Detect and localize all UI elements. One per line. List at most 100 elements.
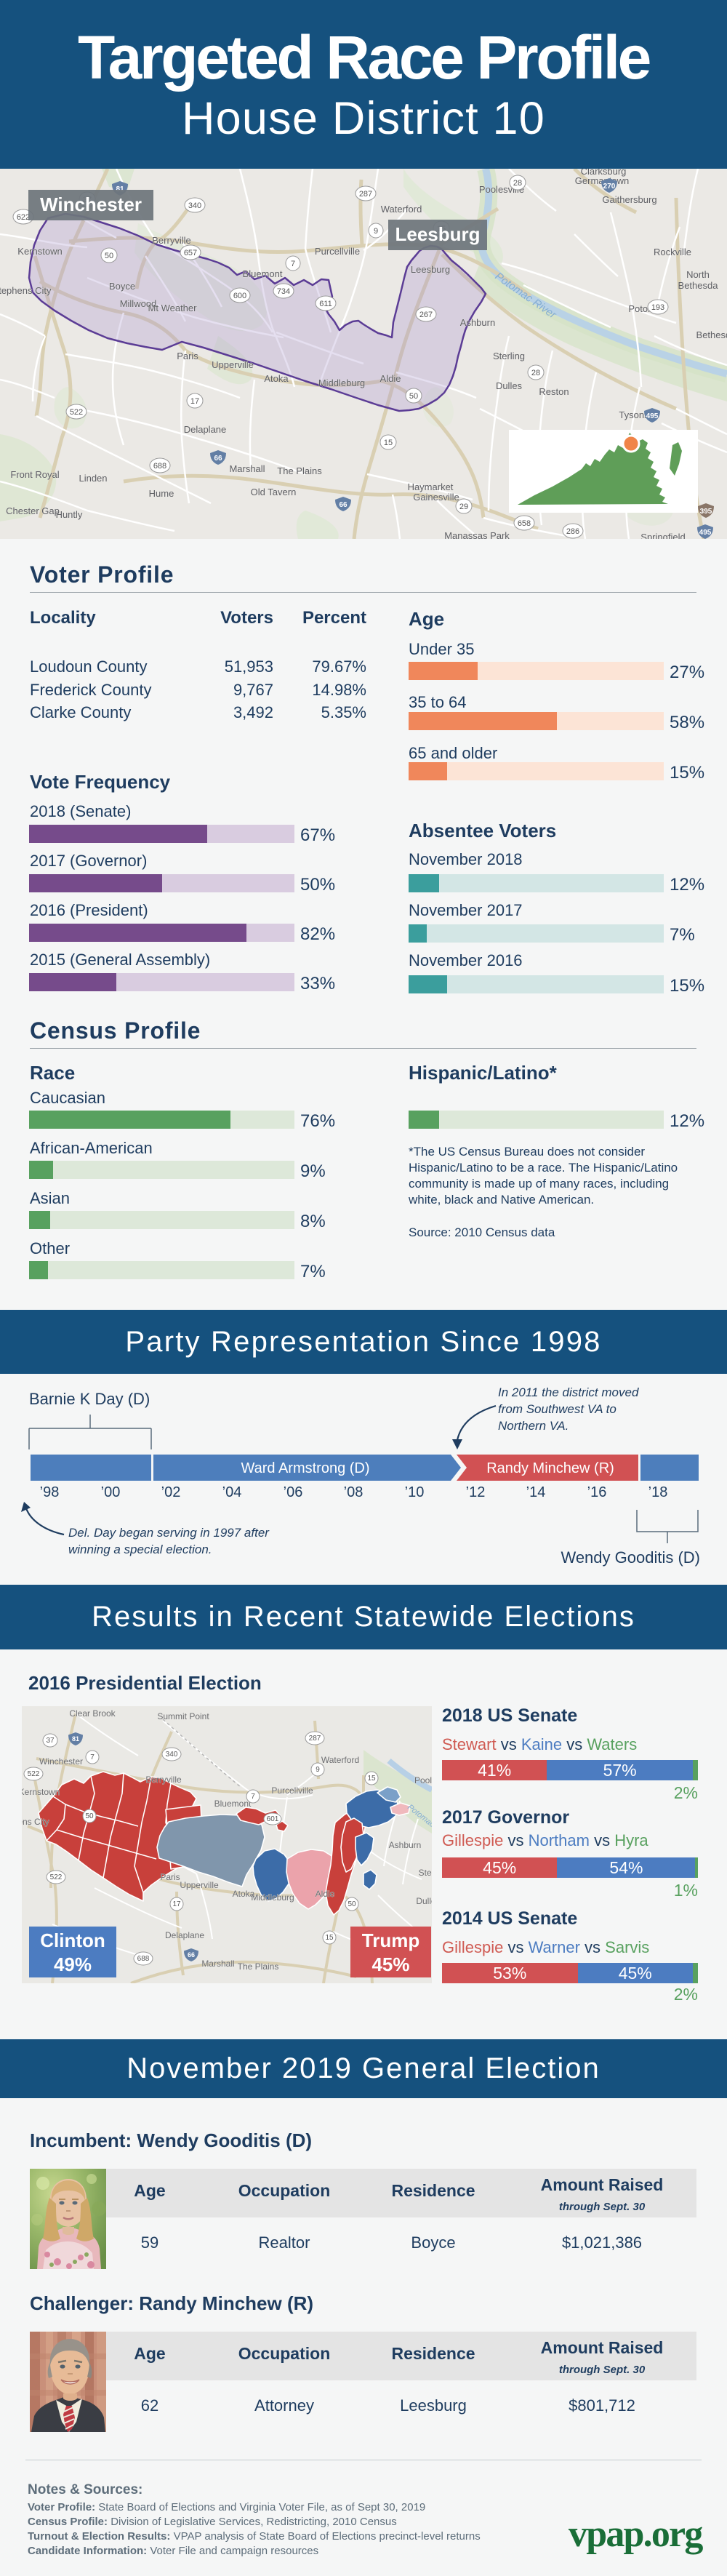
svg-text:37: 37 — [46, 1737, 55, 1745]
svg-text:’08: ’08 — [344, 1484, 364, 1500]
svg-text:Rockville: Rockville — [654, 247, 691, 257]
svg-text:340: 340 — [188, 201, 201, 210]
svg-text:Springfield: Springfield — [640, 532, 685, 539]
svg-text:657: 657 — [184, 249, 197, 257]
svg-text:Waterford: Waterford — [321, 1755, 359, 1765]
svg-text:Chester Gap: Chester Gap — [6, 505, 60, 516]
svg-text:Delaplane: Delaplane — [165, 1930, 204, 1940]
svg-text:Atoka: Atoka — [233, 1889, 255, 1899]
svg-text:Tysons: Tysons — [619, 409, 649, 420]
svg-text:The Plains: The Plains — [277, 465, 322, 476]
svg-text:601: 601 — [267, 1815, 279, 1823]
svg-text:Hume: Hume — [149, 488, 174, 499]
svg-text:Dulle: Dulle — [416, 1896, 432, 1906]
svg-text:Paris: Paris — [160, 1872, 180, 1882]
svg-text:495: 495 — [699, 529, 712, 537]
svg-text:Linden: Linden — [79, 473, 107, 484]
svg-text:Aldie: Aldie — [316, 1889, 335, 1899]
svg-text:Bethesda: Bethesda — [696, 329, 727, 340]
svg-text:’06: ’06 — [284, 1484, 303, 1500]
svg-text:Berryville: Berryville — [145, 1775, 182, 1785]
svg-text:Upperville: Upperville — [212, 359, 254, 370]
svg-text:Purcellville: Purcellville — [315, 246, 360, 257]
svg-text:Waterford: Waterford — [381, 204, 422, 215]
svg-text:Boyce: Boyce — [109, 281, 135, 292]
svg-text:7: 7 — [251, 1793, 255, 1801]
svg-text:Haymarket: Haymarket — [408, 481, 454, 492]
svg-text:688: 688 — [137, 1955, 150, 1963]
svg-text:81: 81 — [72, 1735, 79, 1743]
svg-text:287: 287 — [359, 190, 372, 199]
svg-text:Summit Point: Summit Point — [157, 1711, 209, 1721]
svg-text:Millwood: Millwood — [120, 298, 157, 309]
svg-text:Middleburg: Middleburg — [251, 1892, 294, 1903]
svg-text:Leesburg: Leesburg — [395, 223, 480, 245]
svg-text:Berryville: Berryville — [152, 235, 190, 246]
svg-text:Winchester: Winchester — [40, 193, 142, 215]
svg-text:Ashburn: Ashburn — [460, 317, 495, 328]
svg-text:Ashburn: Ashburn — [389, 1840, 422, 1850]
svg-text:688: 688 — [153, 462, 166, 471]
svg-text:287: 287 — [309, 1735, 321, 1743]
svg-text:Paris: Paris — [177, 351, 198, 361]
svg-text:The Plains: The Plains — [238, 1961, 279, 1972]
svg-text:Middleburg: Middleburg — [318, 377, 365, 388]
svg-text:9: 9 — [316, 1766, 320, 1774]
svg-text:Dulles: Dulles — [496, 380, 523, 391]
svg-text:Marshall: Marshall — [229, 463, 265, 474]
svg-text:28: 28 — [513, 179, 522, 188]
svg-text:Reston: Reston — [539, 386, 569, 397]
svg-text:522: 522 — [28, 1770, 40, 1778]
svg-text:Bluemont: Bluemont — [214, 1799, 252, 1809]
svg-text:Purcellville: Purcellville — [271, 1785, 313, 1796]
svg-text:611: 611 — [319, 300, 332, 308]
svg-text:15: 15 — [325, 1934, 334, 1942]
svg-text:Mt Weather: Mt Weather — [148, 303, 198, 313]
svg-text:Pool: Pool — [414, 1775, 432, 1785]
svg-text:17: 17 — [190, 397, 199, 406]
svg-text:50: 50 — [105, 252, 113, 260]
svg-text:Bethesda: Bethesda — [678, 280, 719, 291]
svg-text:Stephens City: Stephens City — [0, 285, 52, 296]
svg-text:Gainesville: Gainesville — [413, 492, 459, 503]
svg-text:Kernstown: Kernstown — [17, 246, 62, 257]
svg-text:66: 66 — [188, 1951, 195, 1959]
svg-text:50: 50 — [348, 1900, 356, 1908]
svg-text:Front Royal: Front Royal — [10, 469, 59, 480]
svg-text:Bluemont: Bluemont — [243, 268, 283, 279]
svg-text:’18: ’18 — [648, 1484, 668, 1500]
svg-text:522: 522 — [70, 408, 83, 417]
svg-text:Kernstown: Kernstown — [22, 1787, 60, 1797]
svg-text:Winchester: Winchester — [39, 1756, 83, 1767]
svg-text:Ward Armstrong (D): Ward Armstrong (D) — [241, 1460, 369, 1476]
svg-text:Clarksburg: Clarksburg — [581, 169, 627, 177]
svg-text:50: 50 — [409, 392, 418, 401]
svg-text:’00: ’00 — [101, 1484, 121, 1500]
svg-text:17: 17 — [172, 1900, 181, 1908]
svg-text:7: 7 — [291, 260, 295, 268]
svg-text:Gaithersburg: Gaithersburg — [602, 194, 656, 205]
svg-text:522: 522 — [50, 1873, 63, 1881]
svg-text:’16: ’16 — [587, 1484, 607, 1500]
svg-text:340: 340 — [166, 1751, 178, 1759]
svg-text:15: 15 — [384, 439, 393, 447]
svg-text:622: 622 — [17, 213, 30, 222]
svg-text:81: 81 — [116, 185, 124, 193]
svg-text:’14: ’14 — [526, 1484, 546, 1500]
svg-text:Delaplane: Delaplane — [184, 424, 227, 435]
svg-text:29: 29 — [459, 503, 468, 511]
svg-text:Sterling: Sterling — [493, 351, 525, 361]
svg-text:193: 193 — [651, 303, 664, 312]
svg-text:Leesburg: Leesburg — [411, 264, 450, 275]
svg-text:270: 270 — [603, 183, 616, 191]
svg-text:Manassas Park: Manassas Park — [444, 530, 510, 539]
svg-text:Clear Brook: Clear Brook — [69, 1708, 116, 1719]
svg-text:North: North — [686, 269, 710, 280]
svg-text:Sterl: Sterl — [419, 1868, 432, 1878]
svg-text:Randy Minchew (R): Randy Minchew (R) — [486, 1460, 614, 1476]
svg-text:Upperville: Upperville — [180, 1880, 219, 1890]
svg-text:267: 267 — [419, 311, 433, 319]
svg-text:’04: ’04 — [222, 1484, 242, 1500]
svg-text:9: 9 — [374, 227, 378, 236]
svg-text:7: 7 — [90, 1753, 95, 1761]
